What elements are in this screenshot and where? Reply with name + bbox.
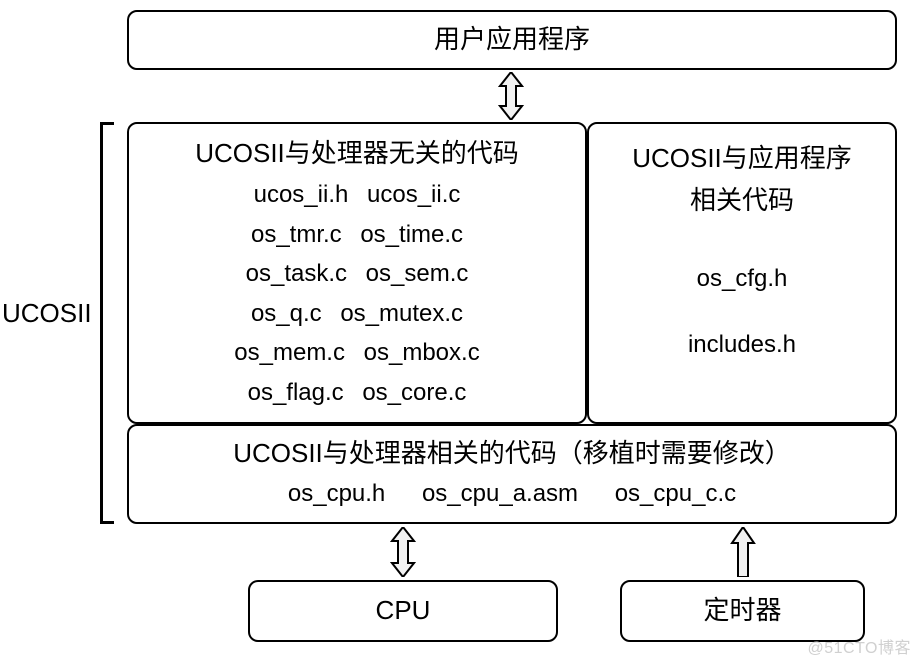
box-user-app: 用户应用程序 [127, 10, 897, 70]
box-timer: 定时器 [620, 580, 865, 642]
arrow-bottom-right-up [730, 527, 756, 577]
file-line: ucos_ii.h ucos_ii.c [254, 175, 461, 215]
file-line: os_q.c os_mutex.c [251, 294, 463, 334]
box-proc-related: UCOSII与处理器相关的代码（移植时需要修改） os_cpu.h os_cpu… [127, 424, 897, 524]
file-line: os_task.c os_sem.c [246, 254, 469, 294]
proc-related-title: UCOSII与处理器相关的代码（移植时需要修改） [233, 433, 791, 475]
user-app-title: 用户应用程序 [434, 19, 590, 61]
file-line: os_cfg.h [697, 259, 788, 299]
file-line: os_mem.c os_mbox.c [234, 333, 479, 373]
bracket-ucosii [100, 122, 114, 524]
timer-title: 定时器 [703, 590, 781, 632]
file-line: includes.h [688, 325, 796, 365]
cpu-title: CPU [376, 590, 431, 632]
file-line: os_cpu.h os_cpu_a.asm os_cpu_c.c [288, 474, 736, 515]
app-related-title-l1: UCOSII与应用程序 [632, 138, 852, 180]
box-cpu: CPU [248, 580, 558, 642]
arrow-bottom-left-double [390, 527, 416, 577]
arrow-top-double [498, 72, 524, 120]
proc-independent-title: UCOSII与处理器无关的代码 [195, 133, 519, 175]
box-proc-independent: UCOSII与处理器无关的代码 ucos_ii.h ucos_ii.c os_t… [127, 122, 587, 424]
watermark: @51CTO博客 [807, 634, 911, 658]
box-app-related: UCOSII与应用程序 相关代码 os_cfg.h includes.h [587, 122, 897, 424]
side-label-ucosii: UCOSII [2, 298, 92, 329]
file-line: os_tmr.c os_time.c [251, 215, 463, 255]
app-related-title-l2: 相关代码 [690, 180, 794, 222]
file-line: os_flag.c os_core.c [248, 373, 467, 413]
